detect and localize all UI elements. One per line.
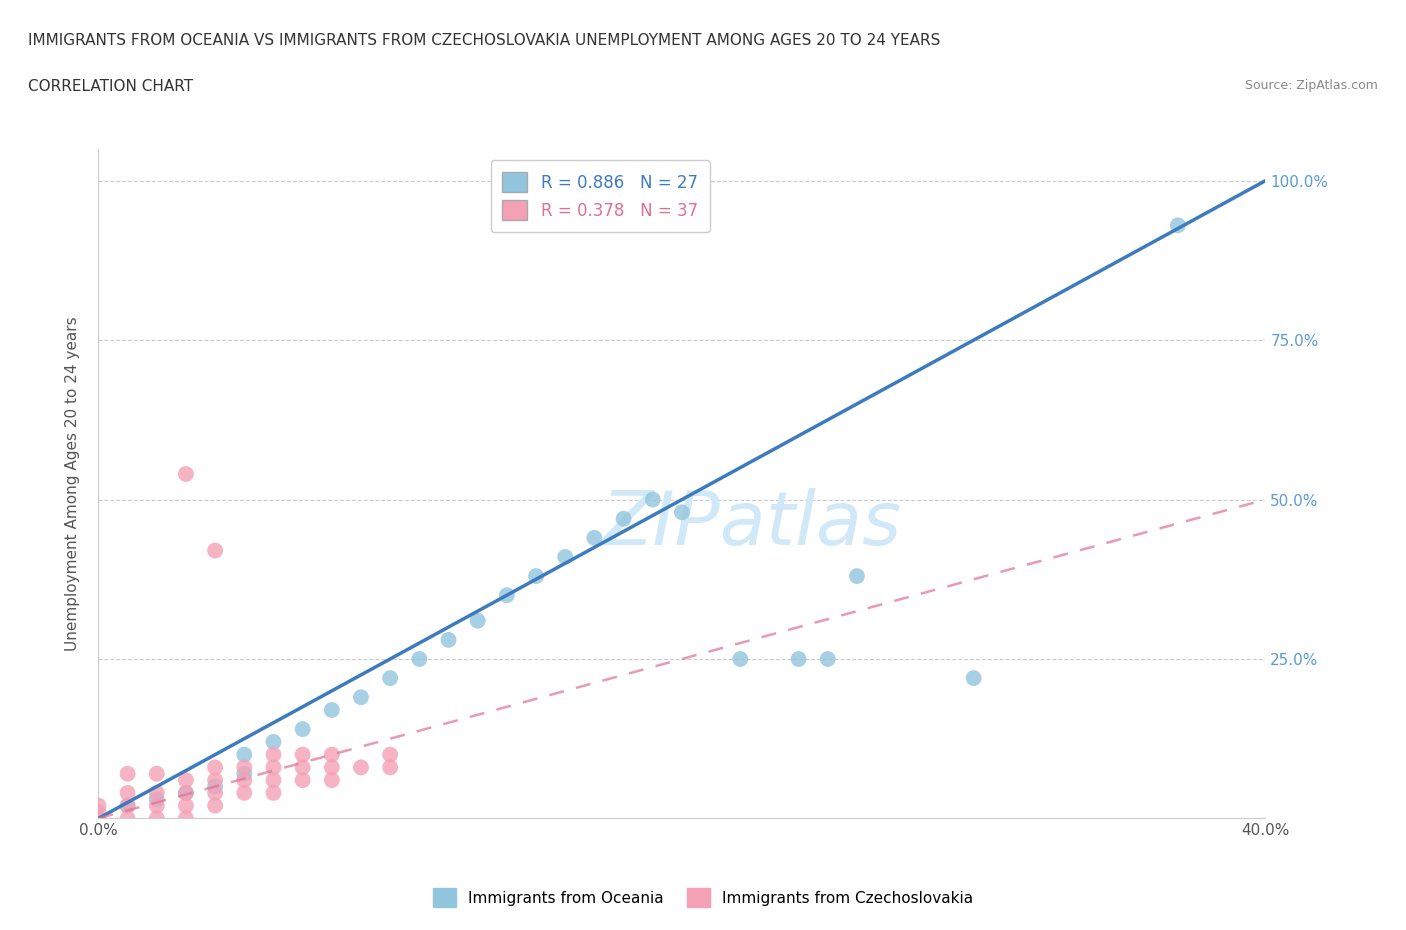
Text: IMMIGRANTS FROM OCEANIA VS IMMIGRANTS FROM CZECHOSLOVAKIA UNEMPLOYMENT AMONG AGE: IMMIGRANTS FROM OCEANIA VS IMMIGRANTS FR…	[28, 33, 941, 47]
Point	[204, 760, 226, 775]
Point	[612, 512, 634, 526]
Point	[233, 773, 256, 788]
Point	[524, 568, 547, 583]
Point	[262, 760, 284, 775]
Point	[146, 766, 169, 781]
Point	[204, 786, 226, 801]
Point	[117, 766, 139, 781]
Point	[291, 773, 314, 788]
Point	[321, 760, 343, 775]
Point	[174, 786, 197, 801]
Point	[787, 652, 810, 667]
Point	[146, 811, 169, 826]
Point	[321, 773, 343, 788]
Point	[378, 760, 402, 775]
Point	[117, 798, 139, 813]
Point	[378, 671, 402, 685]
Legend: R = 0.886   N = 27, R = 0.378   N = 37: R = 0.886 N = 27, R = 0.378 N = 37	[491, 161, 710, 232]
Point	[174, 467, 197, 482]
Point	[204, 543, 226, 558]
Point	[350, 690, 373, 705]
Point	[174, 773, 197, 788]
Point	[233, 760, 256, 775]
Point	[291, 722, 314, 737]
Point	[146, 786, 169, 801]
Point	[233, 766, 256, 781]
Legend: Immigrants from Oceania, Immigrants from Czechoslovakia: Immigrants from Oceania, Immigrants from…	[427, 883, 979, 913]
Text: CORRELATION CHART: CORRELATION CHART	[28, 79, 193, 94]
Point	[117, 798, 139, 813]
Point	[87, 798, 110, 813]
Point	[262, 786, 284, 801]
Point	[408, 652, 430, 667]
Y-axis label: Unemployment Among Ages 20 to 24 years: Unemployment Among Ages 20 to 24 years	[65, 316, 80, 651]
Point	[174, 786, 197, 801]
Point	[204, 779, 226, 794]
Point	[378, 747, 402, 762]
Point	[117, 786, 139, 801]
Text: Source: ZipAtlas.com: Source: ZipAtlas.com	[1244, 79, 1378, 92]
Point	[671, 505, 693, 520]
Point	[1167, 218, 1189, 232]
Point	[554, 550, 576, 565]
Text: ZIPatlas: ZIPatlas	[602, 487, 903, 560]
Point	[641, 492, 664, 507]
Point	[117, 811, 139, 826]
Point	[583, 530, 606, 545]
Point	[262, 735, 284, 750]
Point	[350, 760, 373, 775]
Point	[204, 773, 226, 788]
Point	[291, 760, 314, 775]
Point	[467, 613, 489, 628]
Point	[728, 652, 751, 667]
Point	[87, 811, 110, 826]
Point	[87, 804, 110, 819]
Point	[495, 588, 517, 603]
Point	[291, 747, 314, 762]
Point	[262, 747, 284, 762]
Point	[174, 811, 197, 826]
Point	[817, 652, 839, 667]
Point	[233, 747, 256, 762]
Point	[233, 786, 256, 801]
Point	[262, 773, 284, 788]
Point	[146, 791, 169, 806]
Point	[321, 747, 343, 762]
Point	[321, 702, 343, 717]
Point	[204, 798, 226, 813]
Point	[174, 798, 197, 813]
Point	[437, 632, 460, 647]
Point	[962, 671, 984, 685]
Point	[146, 798, 169, 813]
Point	[845, 568, 868, 583]
